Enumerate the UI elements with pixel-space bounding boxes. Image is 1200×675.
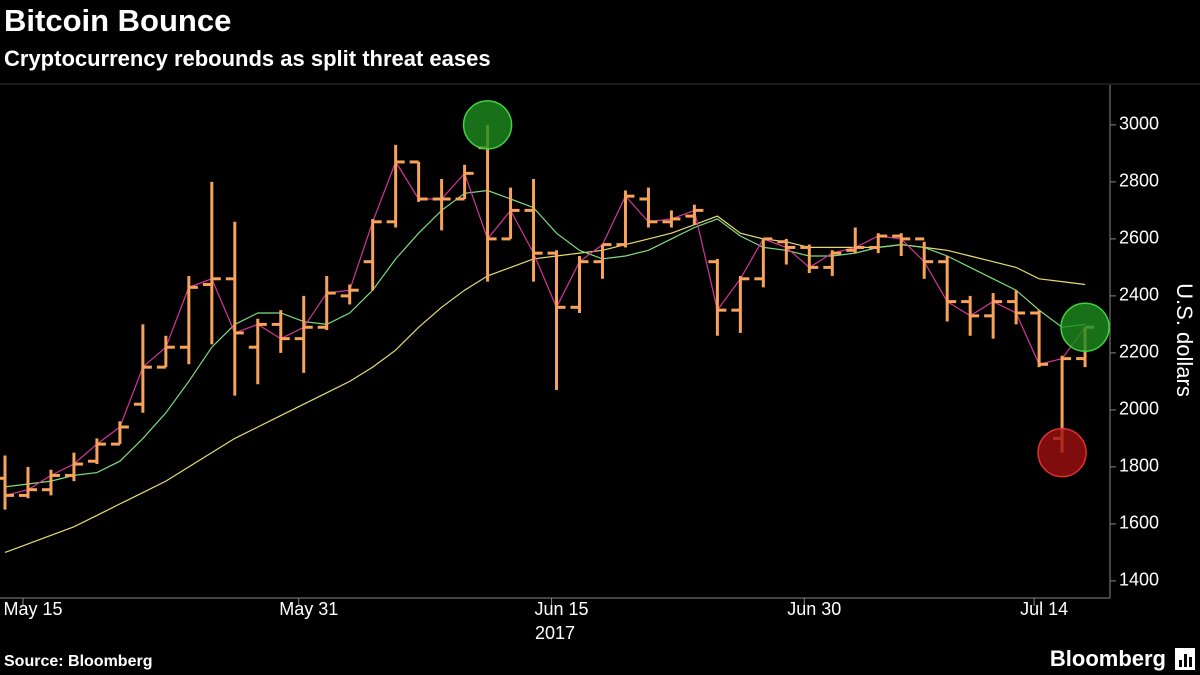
x-tick-label: Jul 14 — [1020, 599, 1068, 619]
y-tick-label: 2200 — [1119, 342, 1159, 362]
y-tick-label: 1400 — [1119, 570, 1159, 590]
x-year-label: 2017 — [535, 623, 575, 643]
highlight — [1037, 427, 1087, 478]
brand-icon — [1175, 648, 1195, 670]
highlight — [1060, 302, 1110, 352]
x-tick-label: May 15 — [3, 599, 62, 619]
y-axis-label: U.S. dollars — [1172, 283, 1197, 397]
x-tick-label: Jun 30 — [787, 599, 841, 619]
moving-average — [4, 189, 1086, 488]
y-tick-label: 2800 — [1119, 171, 1159, 191]
y-tick-label: 3000 — [1119, 114, 1159, 134]
highlight — [462, 100, 513, 150]
brand: Bloomberg — [1050, 646, 1166, 671]
close-line — [4, 160, 1086, 496]
y-tick-label: 2000 — [1119, 399, 1159, 419]
x-tick-label: Jun 15 — [534, 599, 588, 619]
y-tick-label: 1600 — [1119, 513, 1159, 533]
source: Source: Bloomberg — [4, 653, 152, 670]
chart-subtitle: Cryptocurrency rebounds as split threat … — [4, 46, 491, 71]
chart-title: Bitcoin Bounce — [4, 3, 231, 38]
y-tick-label: 2600 — [1119, 228, 1159, 248]
x-tick-label: May 31 — [279, 599, 338, 619]
y-tick-label: 1800 — [1119, 456, 1159, 476]
y-tick-label: 2400 — [1119, 285, 1159, 305]
